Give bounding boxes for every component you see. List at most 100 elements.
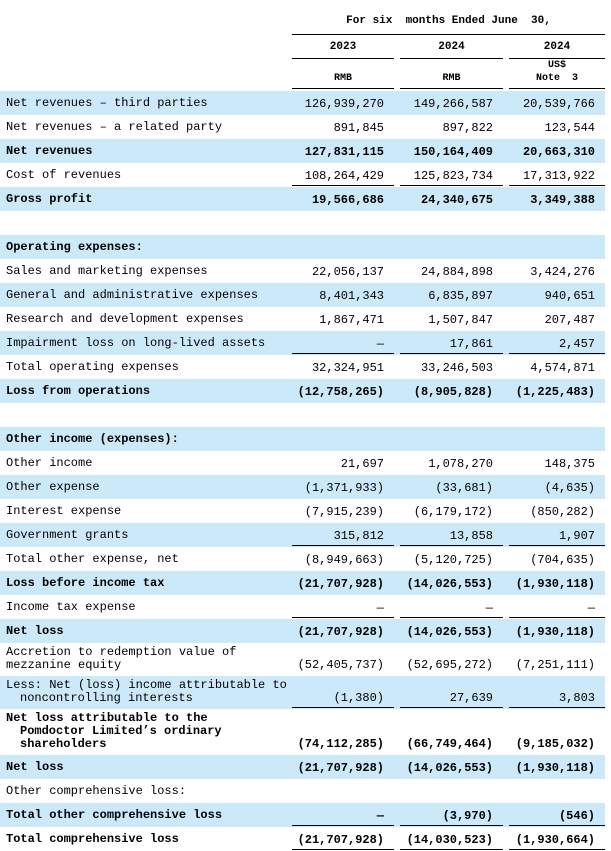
row-value: 20,663,310 xyxy=(522,145,595,159)
row-value: (12,758,265) xyxy=(297,385,384,399)
rule xyxy=(509,185,605,186)
row-value: (52,405,737) xyxy=(297,658,384,672)
row-value: 32,324,951 xyxy=(311,361,384,375)
row-value: (21,707,928) xyxy=(297,577,384,591)
row-label: Net revenues – a related party xyxy=(6,120,223,134)
table-row: Net loss attributable to the Pomdoctor Li… xyxy=(0,709,605,755)
rule xyxy=(400,825,503,826)
table-row: Net loss (21,707,928) (14,026,553) (1,930,1… xyxy=(0,619,605,643)
column-year: 2023 xyxy=(329,41,357,53)
row-value: 1,867,471 xyxy=(319,313,384,327)
rule xyxy=(400,185,503,186)
row-value: (21,707,928) xyxy=(297,625,384,639)
row-label: Income tax expense xyxy=(6,600,136,614)
table-row: Total operating expenses 32,324,951 33,246… xyxy=(0,355,605,379)
row-value: 8,401,343 xyxy=(319,289,384,303)
row-label: shareholders xyxy=(20,737,107,751)
row-value: 150,164,409 xyxy=(413,145,493,159)
row-label: Accretion to redemption value of xyxy=(6,645,237,659)
rule xyxy=(292,545,394,546)
table-row xyxy=(0,403,605,427)
row-value: 207,487 xyxy=(544,313,595,327)
row-value: (21,707,928) xyxy=(297,761,384,775)
row-value: 19,566,686 xyxy=(311,193,384,207)
table-row: Total comprehensive loss (21,707,928) (14,… xyxy=(0,827,605,851)
row-value: 27,639 xyxy=(449,691,493,705)
column-currency: RMB xyxy=(333,73,352,84)
column-currency: US$ xyxy=(547,60,566,71)
row-value: (1,930,118) xyxy=(515,625,595,639)
row-value: 1,078,270 xyxy=(428,457,493,471)
rule xyxy=(292,617,394,618)
rule xyxy=(292,707,394,708)
row-value: (5,120,725) xyxy=(413,553,493,567)
row-label: Sales and marketing expenses xyxy=(6,264,208,278)
rule xyxy=(292,353,394,354)
rule xyxy=(400,88,503,89)
row-value: (1,225,483) xyxy=(515,385,595,399)
row-value: 3,349,388 xyxy=(530,193,595,207)
table-row xyxy=(0,211,605,235)
row-value: — xyxy=(376,809,384,823)
table-row: Research and development expenses 1,867,4… xyxy=(0,307,605,331)
row-value: (1,930,118) xyxy=(515,577,595,591)
row-value: (14,026,553) xyxy=(406,761,493,775)
row-value: 21,697 xyxy=(340,457,384,471)
row-value: 149,266,587 xyxy=(413,97,493,111)
table-row: Cost of revenues 108,264,429 125,823,734 17… xyxy=(0,163,605,187)
row-label: Total comprehensive loss xyxy=(6,832,179,846)
row-value: 891,845 xyxy=(333,121,384,135)
row-label: Net loss xyxy=(6,624,64,638)
table-row: Net revenues 127,831,115 150,164,409 20,663… xyxy=(0,139,605,163)
table-row: Loss from operations (12,758,265) (8,905,8… xyxy=(0,379,605,403)
rule xyxy=(400,545,503,546)
row-value: 3,803 xyxy=(558,691,595,705)
row-value: 1,907 xyxy=(558,529,595,543)
row-value: 125,823,734 xyxy=(413,169,493,183)
table-row: Net loss (21,707,928) (14,026,553) (1,930,1… xyxy=(0,755,605,779)
row-value: (14,030,523) xyxy=(406,833,493,847)
period-title: For six months Ended June 30, xyxy=(346,15,551,27)
row-label: Pomdoctor Limited’s ordinary xyxy=(20,724,222,738)
row-value: 108,264,429 xyxy=(304,169,384,183)
rule xyxy=(400,707,503,708)
row-value: — xyxy=(376,337,384,351)
row-label: Gross profit xyxy=(6,192,93,206)
row-value: (8,949,663) xyxy=(304,553,384,567)
table-row: Sales and marketing expenses 22,056,137 24… xyxy=(0,259,605,283)
row-label: Total other comprehensive loss xyxy=(6,808,223,822)
table-row: Other income 21,697 1,078,270 148,375 xyxy=(0,451,605,475)
table-row: Other comprehensive loss: xyxy=(0,779,605,803)
row-label: Other income (expenses): xyxy=(6,432,179,446)
table-row: Net revenues – a related party 891,845 897… xyxy=(0,115,605,139)
row-label: Other comprehensive loss: xyxy=(6,784,187,798)
rule xyxy=(509,58,605,59)
row-label: Net revenues – third parties xyxy=(6,96,208,110)
row-label: mezzanine equity xyxy=(6,658,122,672)
row-value: 1,507,847 xyxy=(428,313,493,327)
row-value: — xyxy=(376,601,384,615)
column-year: 2024 xyxy=(438,41,465,53)
row-label: Total other expense, net xyxy=(6,552,179,566)
row-label: Operating expenses: xyxy=(6,240,143,254)
row-label: noncontrolling interests xyxy=(20,691,193,705)
row-value: 17,861 xyxy=(449,337,493,351)
row-value: 24,884,898 xyxy=(420,265,493,279)
row-value: (7,915,239) xyxy=(304,505,384,519)
row-value: 24,340,675 xyxy=(420,193,493,207)
row-value: 127,831,115 xyxy=(304,145,384,159)
row-value: 940,651 xyxy=(544,289,595,303)
row-value: (8,905,828) xyxy=(413,385,493,399)
table-row: Total other comprehensive loss — (3,970) (5… xyxy=(0,803,605,827)
row-value: 22,056,137 xyxy=(311,265,384,279)
row-value: 33,246,503 xyxy=(420,361,493,375)
rule xyxy=(400,617,503,618)
row-label: Government grants xyxy=(6,528,129,542)
rule xyxy=(292,185,394,186)
row-value: (6,179,172) xyxy=(413,505,493,519)
row-label: Research and development expenses xyxy=(6,312,244,326)
row-value: — xyxy=(587,601,595,615)
rule xyxy=(292,825,394,826)
row-label: Interest expense xyxy=(6,504,122,518)
